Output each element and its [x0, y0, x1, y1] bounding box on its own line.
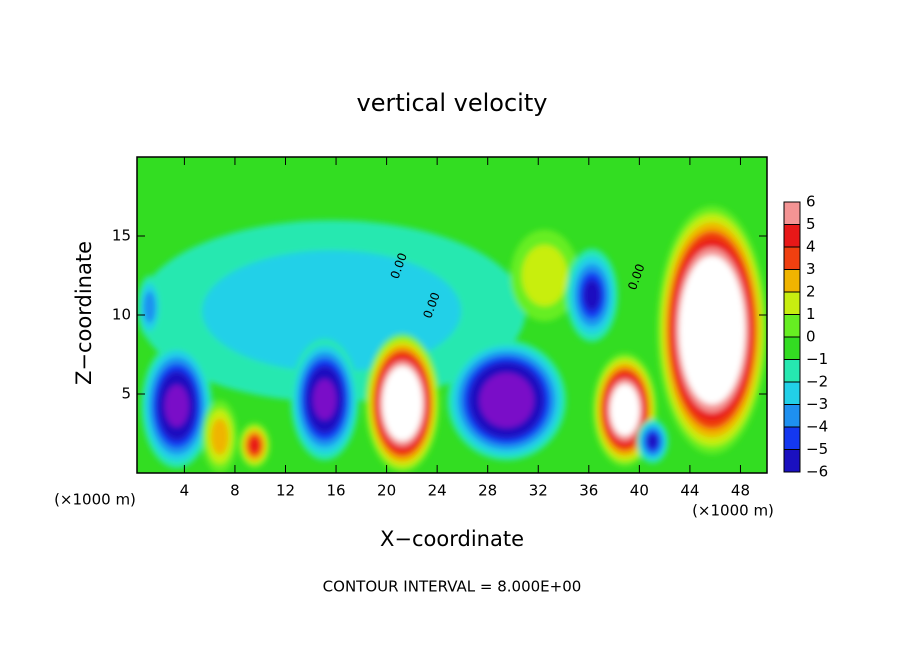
x-tick-label: 12	[276, 482, 295, 500]
colorbar-label: 2	[806, 283, 816, 301]
colorbar-label: −3	[806, 395, 828, 413]
colorbar-segment	[784, 224, 800, 247]
y-tick-label: 10	[112, 306, 131, 324]
field-level	[647, 434, 658, 449]
x-tick-label: 28	[478, 482, 497, 500]
colorbar-label: 0	[806, 328, 816, 346]
x-tick-label: 16	[327, 482, 346, 500]
x-tick-label: 44	[680, 482, 699, 500]
field-level	[249, 437, 260, 453]
x-tick-label: 8	[230, 482, 240, 500]
colorbar-segment	[784, 247, 800, 270]
x-tick-label: 20	[377, 482, 396, 500]
colorbar-segment	[784, 382, 800, 405]
colorbar-label: 1	[806, 305, 816, 323]
field-level	[704, 313, 720, 347]
y-tick-label: 15	[112, 227, 131, 245]
colorbar-segment	[784, 314, 800, 337]
colorbar-segment	[784, 404, 800, 427]
colorbar-label: 6	[806, 193, 816, 211]
field-level	[396, 392, 409, 415]
x-tick-label: 24	[428, 482, 447, 500]
colorbar-segment	[784, 427, 800, 450]
colorbar-segment	[784, 449, 800, 472]
y-tick-label: 5	[121, 385, 131, 403]
x-tick-label: 36	[579, 482, 598, 500]
x-unit-label: (×1000 m)	[692, 502, 774, 520]
colorbar-label: −6	[806, 463, 828, 481]
footer-note: CONTOUR INTERVAL = 8.000E+00	[323, 578, 582, 596]
field-level	[521, 244, 568, 307]
field-level	[168, 391, 185, 420]
colorbar-segment	[784, 202, 800, 225]
field-level	[618, 399, 631, 421]
field-level	[583, 279, 601, 311]
colorbar-label: −2	[806, 373, 828, 391]
plot-area: 0.000.000.00	[137, 157, 767, 473]
colorbar-label: 5	[806, 215, 816, 233]
colorbar-segment	[784, 292, 800, 315]
colorbar-label: −4	[806, 418, 828, 436]
field	[137, 205, 767, 473]
colorbar-segment	[784, 269, 800, 292]
y-axis-title: Z−coordinate	[72, 241, 96, 385]
colorbar-label: −1	[806, 350, 828, 368]
x-axis-title: X−coordinate	[380, 527, 524, 551]
colorbar-label: 4	[806, 238, 816, 256]
x-tick-label: 32	[529, 482, 548, 500]
field-level	[210, 418, 229, 455]
colorbar-label: −5	[806, 440, 828, 458]
x-tick-label: 4	[180, 482, 190, 500]
chart-title: vertical velocity	[357, 89, 548, 117]
x-tick-label: 40	[630, 482, 649, 500]
colorbar-segment	[784, 337, 800, 360]
field-level	[317, 386, 333, 414]
colorbar-label: 3	[806, 260, 816, 278]
field-level	[495, 389, 518, 412]
field-level	[143, 291, 156, 323]
colorbar-segment	[784, 359, 800, 382]
x-unit-label: (×1000 m)	[54, 491, 136, 509]
x-tick-label: 48	[731, 482, 750, 500]
